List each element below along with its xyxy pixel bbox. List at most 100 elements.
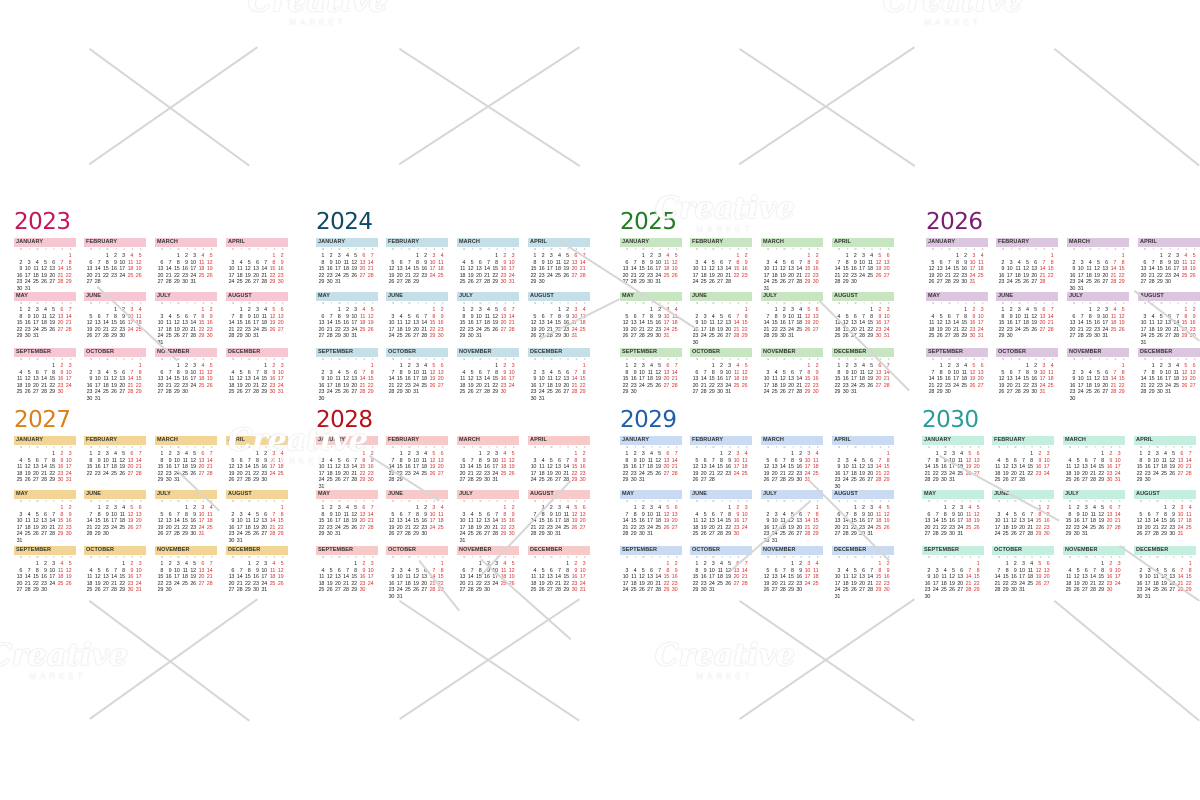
day-cell: 14 — [563, 464, 569, 471]
day-cell: 27 — [771, 477, 778, 484]
day-cell: 10 — [1173, 259, 1179, 266]
day-cell: 22 — [936, 382, 943, 389]
weekday-letter: T — [1023, 557, 1025, 559]
day-cell: 8 — [337, 313, 341, 320]
day-cell: 4 — [1068, 567, 1072, 574]
day-cell: 13 — [437, 369, 444, 376]
day-cell: 14 — [206, 567, 213, 574]
day-cell: 19 — [404, 326, 411, 333]
day-cell: 26 — [671, 272, 678, 279]
day-cell: 1 — [19, 307, 23, 313]
day-cell: 12 — [973, 511, 980, 518]
weekday-letter: T — [634, 359, 637, 361]
month-grid: JULY M T W T F S S 1 2 3 4 5 6 7 8 9 10 11 12 13 14 15 16 17 18 19… — [761, 292, 823, 342]
month-grid: JUNE M T W T F S S 1 2 3 4 5 6 7 8 9 10 11 12 13 14 15 16 17 18 19… — [690, 292, 752, 346]
day-cell: 25 — [796, 326, 802, 333]
day-cell: 16 — [850, 266, 857, 273]
day-cell: 19 — [475, 524, 482, 531]
day-cell: 23 — [733, 524, 740, 531]
day-cell: 29 — [538, 531, 545, 538]
weekday-letter: F — [800, 359, 802, 361]
day-cell: 17 — [725, 376, 731, 383]
day-cell: 10 — [119, 259, 125, 266]
weekday-letter: F — [567, 249, 569, 251]
day-cell: 23 — [467, 326, 474, 333]
month-name: SEPTEMBER — [14, 546, 76, 555]
weekday-letter: T — [1098, 249, 1100, 251]
month-name: OCTOBER — [690, 348, 752, 357]
day-cell: 30 — [343, 333, 349, 340]
day-cell: 16 — [102, 518, 109, 525]
weekday-letter: W — [36, 447, 39, 449]
day-cell: 10 — [622, 574, 629, 581]
day-cell: 12 — [508, 457, 515, 464]
day-cell: 15 — [396, 376, 403, 383]
day-cell: 4 — [486, 307, 490, 313]
day-cell: 16 — [546, 518, 553, 525]
day-cell: 17 — [883, 320, 890, 327]
weekday-letter: W — [712, 249, 715, 251]
month-name: MARCH — [155, 436, 217, 445]
day-cell: 21 — [269, 524, 276, 531]
day-cell: 15 — [413, 518, 419, 525]
day-cell: 27 — [86, 279, 93, 286]
day-cell: 2 — [574, 561, 578, 567]
day-cell: 18 — [459, 272, 466, 279]
day-cell: 22 — [771, 326, 778, 333]
day-cell: 10 — [859, 259, 865, 266]
day-cell: 6 — [976, 451, 980, 457]
month-grid: SEPTEMBER M T W T F S S 1 2 3 4 5 6 7 8 9 10 11 12 13 14 15 16 1… — [620, 348, 682, 398]
day-cell: 2 — [641, 505, 645, 511]
day-cell: 1 — [264, 363, 267, 369]
day-cell: 16 — [733, 518, 740, 525]
month-grid: JANUARY M T W T F S S 1 2 3 4 5 6 7 8 9 10 11 12 13 14 15 16 17 1… — [14, 436, 76, 486]
day-cell: 15 — [1098, 464, 1104, 471]
day-cell: 11 — [1181, 259, 1188, 266]
day-cell: 8 — [853, 511, 857, 518]
day-cell: 26 — [563, 272, 569, 279]
weekday-letter: S — [433, 303, 436, 305]
day-cell: 11 — [851, 464, 857, 471]
day-cell: 28 — [102, 333, 109, 340]
day-cell: 19 — [867, 376, 873, 383]
day-cell: 16 — [228, 524, 235, 531]
month-name: MAY — [620, 490, 682, 499]
weekday-letter: W — [783, 303, 786, 305]
day-cell: 10 — [663, 313, 670, 320]
day-cell: 14 — [1152, 518, 1159, 525]
day-cell: 17 — [957, 518, 963, 525]
day-cell: 26 — [351, 272, 357, 279]
day-cell: 4 — [1163, 451, 1167, 457]
day-cell: 5 — [495, 307, 498, 313]
day-cell: 22 — [1136, 470, 1143, 477]
day-cell: 21 — [508, 320, 515, 327]
weekday-letter: M — [626, 249, 629, 251]
day-cell: 9 — [68, 511, 72, 518]
day-cell: 2 — [649, 253, 653, 259]
day-cell: 18 — [396, 326, 403, 333]
day-cell: 27 — [396, 279, 403, 286]
day-cell: 5 — [1101, 505, 1104, 511]
day-cell: 25 — [334, 389, 341, 396]
day-cell: 18 — [977, 266, 984, 273]
day-cell: 6 — [35, 369, 39, 376]
day-cell: 9 — [1096, 313, 1100, 320]
weekday-letter: W — [1156, 501, 1159, 503]
day-cell: 19 — [508, 574, 515, 581]
day-cell: 25 — [1152, 587, 1159, 594]
day-cell: 9 — [321, 376, 325, 383]
month-name: JUNE — [992, 490, 1054, 499]
weekday-letter: F — [1173, 447, 1175, 449]
day-cell: 13 — [1081, 464, 1088, 471]
day-cell: 4 — [440, 253, 444, 259]
day-cell: 12 — [429, 369, 436, 376]
month-grid: AUGUST M T W T F S S 1 2 3 4 5 6 7 8 9 10 11 12 13 14 15 16 17 18… — [832, 292, 894, 342]
weekday-letter: M — [392, 501, 395, 503]
day-cell: 3 — [955, 363, 959, 369]
day-cell: 4 — [201, 253, 205, 259]
day-cell: 23 — [1169, 524, 1175, 531]
day-cell: 1 — [625, 363, 629, 369]
